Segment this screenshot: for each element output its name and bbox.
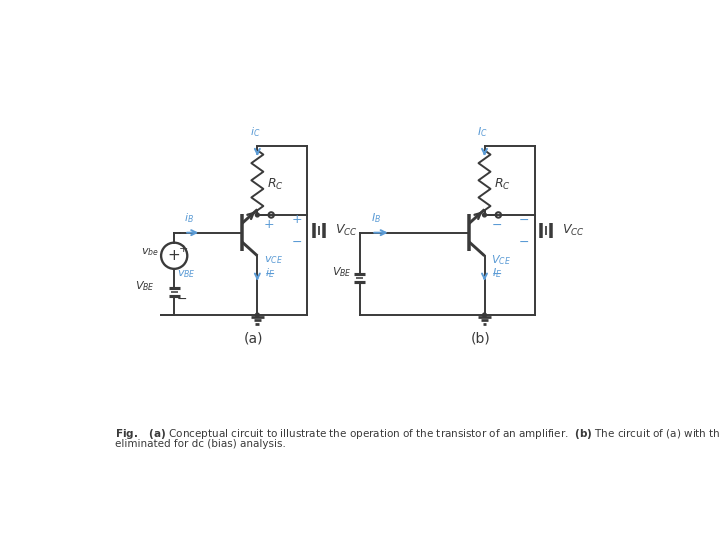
Text: (b): (b) bbox=[471, 331, 490, 345]
Text: +: + bbox=[168, 248, 181, 264]
Text: +: + bbox=[179, 244, 188, 254]
Text: $-$: $-$ bbox=[176, 292, 188, 306]
Text: $-$: $-$ bbox=[291, 234, 302, 248]
Circle shape bbox=[482, 313, 487, 317]
Text: $I_E$: $I_E$ bbox=[492, 266, 503, 280]
Text: $v_{BE}$: $v_{BE}$ bbox=[177, 268, 196, 280]
Text: $V_{CC}$: $V_{CC}$ bbox=[335, 223, 358, 238]
Circle shape bbox=[256, 213, 259, 217]
Text: $i_E$: $i_E$ bbox=[265, 266, 275, 280]
Text: $-$: $-$ bbox=[518, 213, 529, 226]
Text: $V_{CE}$: $V_{CE}$ bbox=[490, 253, 510, 267]
Text: $V_{CC}$: $V_{CC}$ bbox=[562, 223, 585, 238]
Text: $V_{BE}$: $V_{BE}$ bbox=[135, 279, 155, 293]
Text: $R_C$: $R_C$ bbox=[266, 177, 284, 192]
Circle shape bbox=[256, 313, 259, 317]
Text: $-$: $-$ bbox=[490, 218, 502, 231]
Text: $I_C$: $I_C$ bbox=[477, 126, 487, 139]
Text: +: + bbox=[264, 218, 274, 231]
Text: eliminated for dc (bias) analysis.: eliminated for dc (bias) analysis. bbox=[115, 440, 286, 449]
Text: $v_{be}$: $v_{be}$ bbox=[141, 246, 159, 258]
Text: $-$: $-$ bbox=[518, 234, 529, 248]
Text: (a): (a) bbox=[244, 331, 264, 345]
Text: $-$: $-$ bbox=[264, 267, 274, 280]
Text: $-$: $-$ bbox=[490, 267, 502, 280]
Text: $v_{CE}$: $v_{CE}$ bbox=[264, 254, 282, 266]
Circle shape bbox=[482, 213, 487, 217]
Text: $R_C$: $R_C$ bbox=[494, 177, 510, 192]
Text: $I_B$: $I_B$ bbox=[372, 211, 382, 225]
Text: $i_C$: $i_C$ bbox=[250, 126, 261, 139]
Text: $i_B$: $i_B$ bbox=[184, 211, 194, 225]
Text: +: + bbox=[292, 213, 302, 226]
Text: $V_{BE}$: $V_{BE}$ bbox=[332, 265, 352, 279]
Text: $\mathbf{Fig.}$   $\mathbf{(a)}$ Conceptual circuit to illustrate the operation : $\mathbf{Fig.}$ $\mathbf{(a)}$ Conceptua… bbox=[115, 427, 720, 441]
